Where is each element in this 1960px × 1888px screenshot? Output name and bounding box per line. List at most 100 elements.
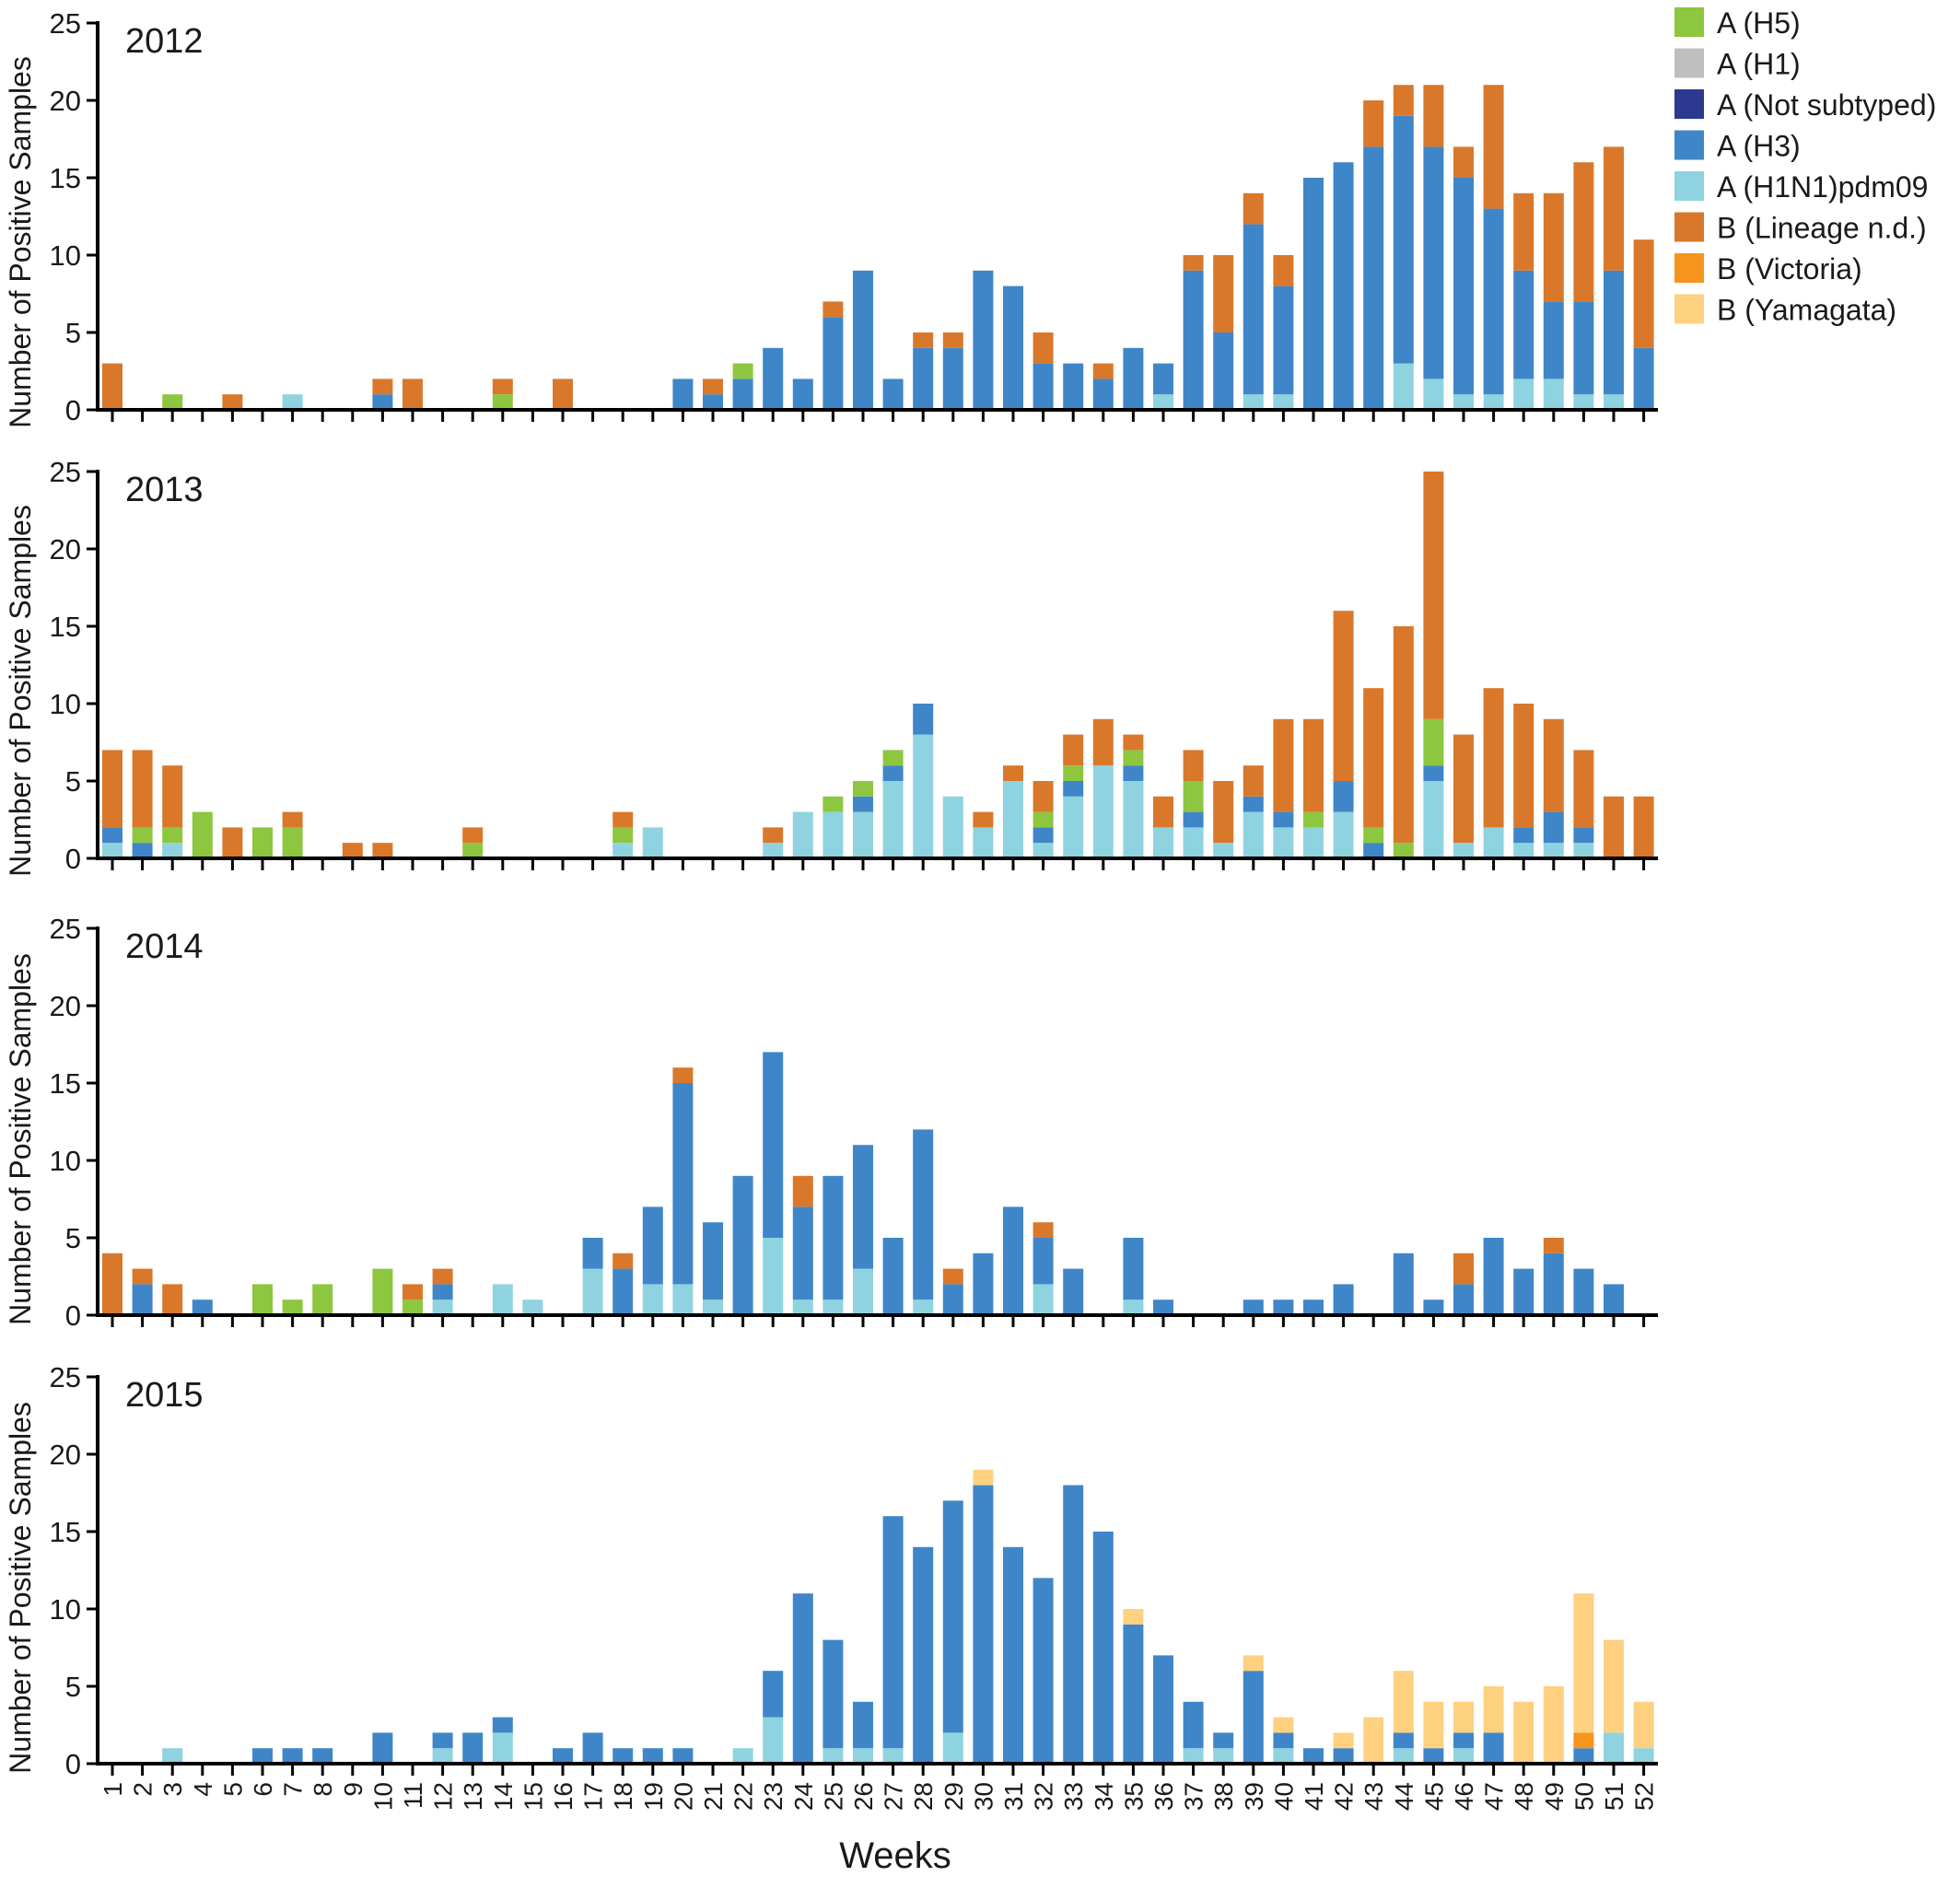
bar-2015-week-14-h3 (492, 1717, 513, 1733)
y-tick-label-2014-5: 5 (65, 1222, 81, 1254)
bar-2013-week-26-pdm (853, 811, 873, 858)
y-tick-label-2013-25: 25 (50, 456, 81, 488)
bar-2013-week-33-bnd (1063, 734, 1084, 766)
bar-2015-week-19-h3 (642, 1748, 663, 1764)
bar-2012-week-45-pdm (1423, 379, 1444, 410)
bar-2015-week-30-h3 (973, 1485, 994, 1764)
bar-2015-week-29-h3 (942, 1500, 963, 1733)
bar-2013-week-29-pdm (942, 796, 963, 858)
bar-2014-week-33-h3 (1063, 1268, 1084, 1315)
bar-2012-week-34-h3 (1092, 379, 1114, 410)
bar-2014-week-49-h3 (1543, 1253, 1564, 1315)
bar-2013-week-27-pdm (882, 781, 904, 858)
x-tick-label-week-16: 16 (549, 1782, 578, 1811)
bar-2012-week-36-pdm (1153, 394, 1173, 410)
panel-title-2014: 2014 (125, 927, 204, 966)
bar-2015-week-46-pdm (1453, 1748, 1474, 1764)
bar-2012-week-40-h3 (1273, 286, 1294, 395)
x-tick-label-week-17: 17 (579, 1782, 608, 1811)
bar-2015-week-27-h3 (882, 1516, 904, 1749)
y-tick-label-2012-10: 10 (50, 239, 81, 272)
bar-2015-week-35-h3 (1123, 1624, 1144, 1764)
bar-2014-week-12-bnd (432, 1268, 453, 1285)
bar-2012-week-29-bnd (942, 332, 963, 348)
bar-2015-week-47-yam (1483, 1686, 1504, 1733)
bar-2013-week-49-pdm (1543, 843, 1564, 858)
bar-2015-week-17-h3 (582, 1732, 603, 1764)
x-tick-label-week-1: 1 (99, 1782, 127, 1797)
y-axis-label-2012: Number of Positive Samples (4, 56, 37, 428)
bar-2013-week-25-h5 (822, 796, 844, 812)
bar-2013-week-35-h5 (1123, 750, 1144, 766)
bar-2013-week-45-pdm (1423, 781, 1444, 858)
legend-swatch-bnd (1674, 212, 1704, 242)
bar-2013-week-49-h3 (1543, 811, 1564, 844)
bar-2012-week-30-h3 (973, 270, 994, 410)
legend-swatch-h3 (1674, 130, 1704, 160)
legend-item-vic: B (Victoria) (1674, 252, 1862, 286)
bar-2012-week-16-bnd (553, 379, 573, 410)
bar-2012-week-26-h3 (853, 270, 873, 410)
bar-2015-week-13-h3 (462, 1732, 484, 1764)
bar-2014-week-22-h3 (732, 1175, 753, 1315)
x-tick-label-week-30: 30 (969, 1782, 998, 1811)
bar-2013-week-42-h3 (1333, 781, 1354, 812)
bar-2012-week-50-bnd (1573, 162, 1594, 302)
x-tick-label-week-40: 40 (1269, 1782, 1298, 1811)
bar-2015-week-26-pdm (853, 1748, 873, 1764)
bar-2014-week-24-pdm (792, 1299, 813, 1315)
bar-2015-week-30-yam (973, 1469, 994, 1486)
bar-2013-week-7-h5 (282, 827, 303, 858)
bar-2015-week-12-h3 (432, 1732, 453, 1749)
bar-2014-week-12-pdm (432, 1299, 453, 1315)
bar-2014-week-49-bnd (1543, 1238, 1564, 1253)
bar-2013-week-19-pdm (642, 827, 663, 858)
x-tick-label-week-7: 7 (279, 1782, 308, 1797)
bar-2014-week-29-bnd (942, 1268, 963, 1285)
bar-2012-week-51-pdm (1604, 394, 1624, 410)
bar-2012-week-21-h3 (703, 394, 723, 410)
bar-2013-week-33-pdm (1063, 796, 1084, 858)
x-tick-label-week-44: 44 (1390, 1782, 1418, 1811)
legend-swatch-pdm (1674, 171, 1704, 201)
bar-2012-week-48-bnd (1513, 192, 1534, 271)
bar-2014-week-21-pdm (703, 1299, 723, 1315)
bar-2013-week-1-pdm (102, 843, 122, 858)
bar-2013-week-49-bnd (1543, 718, 1564, 812)
bar-2012-week-25-h3 (822, 317, 844, 410)
bar-2013-week-27-h3 (882, 765, 904, 781)
bar-2015-week-41-h3 (1303, 1748, 1324, 1764)
x-tick-label-week-48: 48 (1510, 1782, 1538, 1811)
bar-2012-week-39-pdm (1242, 394, 1264, 410)
bar-2013-week-38-bnd (1213, 781, 1234, 844)
bar-2014-week-12-h3 (432, 1284, 453, 1300)
x-tick-label-week-43: 43 (1359, 1782, 1388, 1811)
bar-2012-week-49-h3 (1543, 301, 1564, 379)
bar-2013-week-42-pdm (1333, 811, 1354, 858)
bar-2015-week-24-h3 (792, 1593, 813, 1764)
bar-2015-week-48-yam (1513, 1701, 1534, 1764)
bar-2012-week-38-bnd (1213, 255, 1234, 332)
legend-label-h1: A (H1) (1717, 48, 1801, 81)
bar-2015-week-25-pdm (822, 1748, 844, 1764)
bar-2012-week-50-pdm (1573, 394, 1594, 410)
bar-2012-week-46-pdm (1453, 394, 1474, 410)
bar-2012-week-46-bnd (1453, 146, 1474, 178)
bar-2012-week-37-bnd (1183, 255, 1204, 271)
bar-2013-week-39-pdm (1242, 811, 1264, 858)
bar-2014-week-20-pdm (672, 1284, 694, 1315)
bar-2015-week-23-pdm (763, 1717, 784, 1764)
panel-2014: 0 5 10 15 20 25 2014 (50, 913, 1658, 1332)
bar-2014-week-35-pdm (1123, 1299, 1144, 1315)
bar-2013-week-47-pdm (1483, 827, 1504, 858)
bar-2015-week-16-h3 (553, 1748, 573, 1764)
bar-2012-week-45-h3 (1423, 146, 1444, 379)
x-tick-label-week-37: 37 (1180, 1782, 1208, 1811)
bar-2013-week-23-bnd (763, 827, 784, 844)
y-tick-label-2014-0: 0 (65, 1299, 81, 1332)
bar-2015-week-40-h3 (1273, 1732, 1294, 1749)
bar-2015-week-44-pdm (1393, 1748, 1414, 1764)
bar-2013-week-43-h5 (1363, 827, 1384, 844)
y-tick-label-2015-0: 0 (65, 1748, 81, 1780)
